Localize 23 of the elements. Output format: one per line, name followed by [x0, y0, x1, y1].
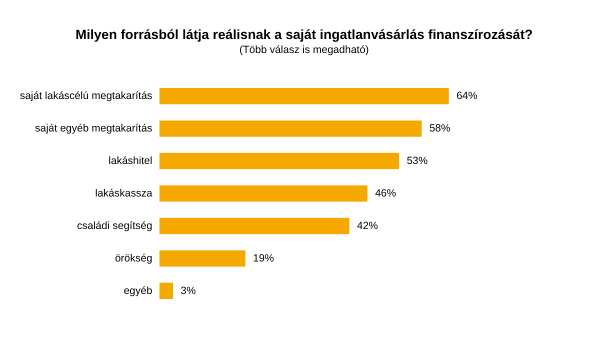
data-label: 46% — [375, 187, 396, 200]
y-tick-label: saját egyéb megtakarítás — [34, 122, 152, 134]
data-label: 42% — [356, 220, 378, 232]
y-tick-label: lakáshitel — [108, 154, 152, 167]
bar — [159, 88, 449, 104]
y-tick-label: egyéb — [124, 284, 152, 297]
chart-title: Milyen forrásból látja reálisnak a saját ingatlanvásárlás finanszírozását? — [75, 26, 533, 42]
bar — [159, 185, 368, 202]
bar — [159, 120, 422, 137]
y-tick-label: saját lakáscélú megtakarítás — [20, 90, 152, 102]
y-tick-label: lakáskassza — [95, 187, 152, 200]
chart-subtitle: (Több válasz is megadható) — [239, 44, 369, 56]
bar — [159, 282, 174, 300]
data-label: 3% — [180, 284, 196, 297]
data-label: 58% — [429, 122, 450, 134]
bar — [159, 152, 400, 170]
y-tick-label: családi segítség — [77, 220, 152, 232]
data-label: 53% — [406, 154, 428, 167]
bar — [159, 218, 350, 234]
y-tick-label: örökség — [114, 252, 152, 264]
data-label: 64% — [456, 90, 478, 102]
bar — [159, 250, 246, 267]
data-label: 19% — [253, 252, 274, 264]
